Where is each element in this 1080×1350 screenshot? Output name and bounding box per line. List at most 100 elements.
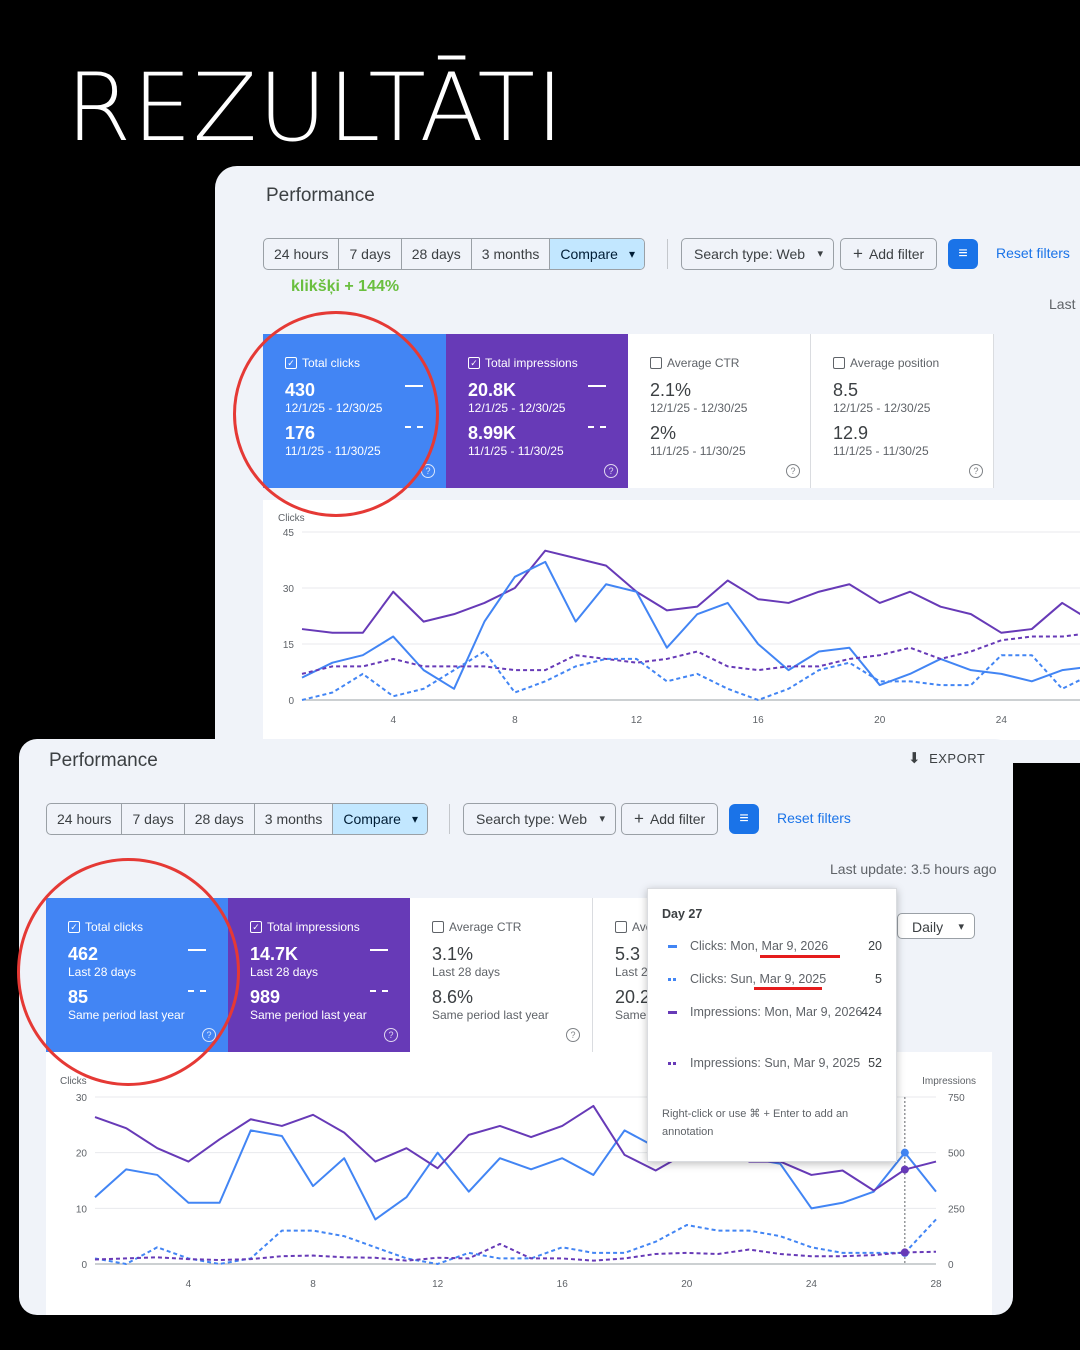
metric-value-compare: 20.2 (615, 987, 651, 1007)
impressions-series-line (94, 1104, 937, 1192)
metric-card-total-impressions[interactable]: ✓ Total impressions 20.8K 12/1/25 - 12/30… (446, 334, 628, 488)
search-type-label: Search type: Web (476, 811, 588, 827)
reset-filters-link[interactable]: Reset filters (996, 245, 1070, 261)
impressions-series-line (301, 549, 1080, 634)
x-tick-label: 20 (681, 1279, 693, 1290)
clicks-previous-series-line (301, 650, 1080, 701)
x-tick-label: 16 (557, 1279, 569, 1290)
metric-value: 20.8K (468, 380, 517, 400)
add-filter-button[interactable]: + Add filter (621, 803, 719, 835)
x-tick-label: 4 (390, 715, 396, 726)
red-underline (754, 987, 822, 990)
granularity-label: Daily (912, 919, 944, 935)
chevron-down-icon: ▾ (817, 248, 824, 260)
granularity-dropdown[interactable]: Daily ▾ (897, 913, 975, 939)
hover-point-impressions-previous (900, 1248, 909, 1257)
metric-range-compare: 11/1/25 - 11/30/25 (468, 444, 564, 458)
metric-value: 5.3 (615, 944, 641, 964)
range-3-months[interactable]: 3 months (255, 804, 334, 834)
chart-area: 45 30 15 0 4 8 12 16 20 24 Clicks (263, 500, 1080, 740)
help-icon[interactable]: ? (604, 464, 618, 478)
tooltip-row-label: Clicks: Mon, Mar 9, 2026 (690, 939, 829, 953)
metric-value-compare: 8.6% (432, 987, 474, 1007)
headline: REZULTĀTI (66, 54, 565, 163)
x-tick-label: 16 (753, 715, 765, 726)
range-7-days[interactable]: 7 days (339, 239, 402, 269)
tooltip-row-value: 5 (875, 972, 882, 986)
date-range-selector: 24 hours 7 days 28 days 3 months Compare (263, 238, 645, 270)
x-tick-label: 20 (874, 715, 886, 726)
help-icon[interactable]: ? (384, 1028, 398, 1042)
clicks-series-line (94, 1129, 937, 1221)
help-icon[interactable]: ? (969, 464, 983, 478)
range-24-hours[interactable]: 24 hours (264, 239, 340, 269)
tooltip-row-value: 52 (868, 1056, 882, 1070)
highlight-circle-top (233, 311, 439, 517)
hover-point-impressions (900, 1165, 909, 1174)
y-tick-label: 0 (288, 696, 294, 707)
metric-cards: ✓ Total clicks 430 12/1/25 - 12/30/25 176… (263, 334, 994, 488)
y2-tick-label: 0 (948, 1260, 954, 1271)
filter-sparkle-icon[interactable]: ≡ (948, 239, 978, 269)
y2-tick-label: 500 (948, 1149, 965, 1160)
compare-dropdown[interactable]: Compare (333, 804, 427, 834)
metric-range-compare: Same period last year (250, 1008, 367, 1022)
metric-card-average-ctr[interactable]: Average CTR 2.1% 12/1/25 - 12/30/25 2% 1… (628, 334, 811, 488)
export-button[interactable]: ⬇ EXPORT (908, 749, 985, 767)
tooltip-row-value: 20 (868, 939, 882, 953)
x-tick-label: 24 (996, 715, 1008, 726)
plus-icon: + (634, 809, 644, 828)
axis-title: Clicks (60, 1076, 87, 1087)
y-tick-label: 30 (283, 584, 295, 595)
add-filter-button[interactable]: + Add filter (840, 238, 938, 270)
checkbox-unchecked-icon (833, 357, 845, 369)
metric-card-total-impressions[interactable]: ✓ Total impressions 14.7K Last 28 days 98… (228, 898, 410, 1052)
tooltip-footer: Right-click or use ⌘ + Enter to add an a… (662, 1108, 849, 1138)
add-filter-label: Add filter (868, 246, 925, 262)
y2-tick-label: 250 (948, 1204, 965, 1215)
y-tick-label: 0 (81, 1260, 87, 1271)
range-3-months[interactable]: 3 months (472, 239, 551, 269)
tooltip-row-label: Clicks: Sun, Mar 9, 2025 (690, 972, 827, 986)
y-tick-label: 45 (283, 528, 295, 539)
metric-range: Last 28 days (432, 965, 501, 979)
range-28-days[interactable]: 28 days (185, 804, 255, 834)
search-type-dropdown[interactable]: Search type: Web ▾ (681, 238, 835, 270)
checkbox-unchecked-icon (432, 921, 444, 933)
checkbox-unchecked-icon (615, 921, 627, 933)
search-type-dropdown[interactable]: Search type: Web ▾ (463, 803, 617, 835)
tooltip-row-label: Impressions: Mon, Mar 9, 2026 (690, 1005, 863, 1019)
help-icon[interactable]: ? (566, 1028, 580, 1042)
filter-sparkle-icon[interactable]: ≡ (729, 804, 759, 834)
compare-dropdown[interactable]: Compare (550, 239, 644, 269)
checkbox-checked-icon: ✓ (468, 357, 480, 369)
metric-card-average-ctr[interactable]: Average CTR 3.1% Last 28 days 8.6% Same … (410, 898, 593, 1052)
last-update-text: Last (1049, 296, 1076, 312)
range-24-hours[interactable]: 24 hours (47, 804, 123, 834)
metric-value: 8.5 (833, 380, 859, 400)
range-28-days[interactable]: 28 days (402, 239, 472, 269)
metric-range: 12/1/25 - 12/30/25 (650, 401, 748, 415)
y-tick-label: 10 (76, 1204, 88, 1215)
tooltip-title: Day 27 (662, 907, 703, 921)
metric-value-compare: 12.9 (833, 423, 869, 443)
chart-tooltip: Day 27 Clicks: Mon, Mar 9, 2026 20 Click… (647, 888, 897, 1162)
highlight-circle-bottom (17, 858, 240, 1086)
y-tick-label: 20 (76, 1149, 88, 1160)
range-7-days[interactable]: 7 days (122, 804, 185, 834)
solid-blue-marker-icon (668, 945, 677, 948)
y-tick-label: 15 (283, 640, 295, 651)
divider (449, 804, 450, 834)
x-tick-label: 12 (631, 715, 643, 726)
dashed-purple-marker-icon (668, 1062, 677, 1065)
help-icon[interactable]: ? (786, 464, 800, 478)
metric-range-compare: Same period last year (432, 1008, 549, 1022)
metric-value: 2.1% (650, 380, 692, 400)
dashed-line-legend-icon (588, 426, 606, 428)
tooltip-row-label: Impressions: Sun, Mar 9, 2025 (690, 1056, 861, 1070)
last-update-text: Last update: 3.5 hours ago (830, 861, 997, 877)
metric-card-average-position[interactable]: Average position 8.5 12/1/25 - 12/30/25 … (811, 334, 994, 488)
reset-filters-link[interactable]: Reset filters (777, 810, 851, 826)
x-tick-label: 8 (512, 715, 518, 726)
metric-value: 3.1% (432, 944, 474, 964)
